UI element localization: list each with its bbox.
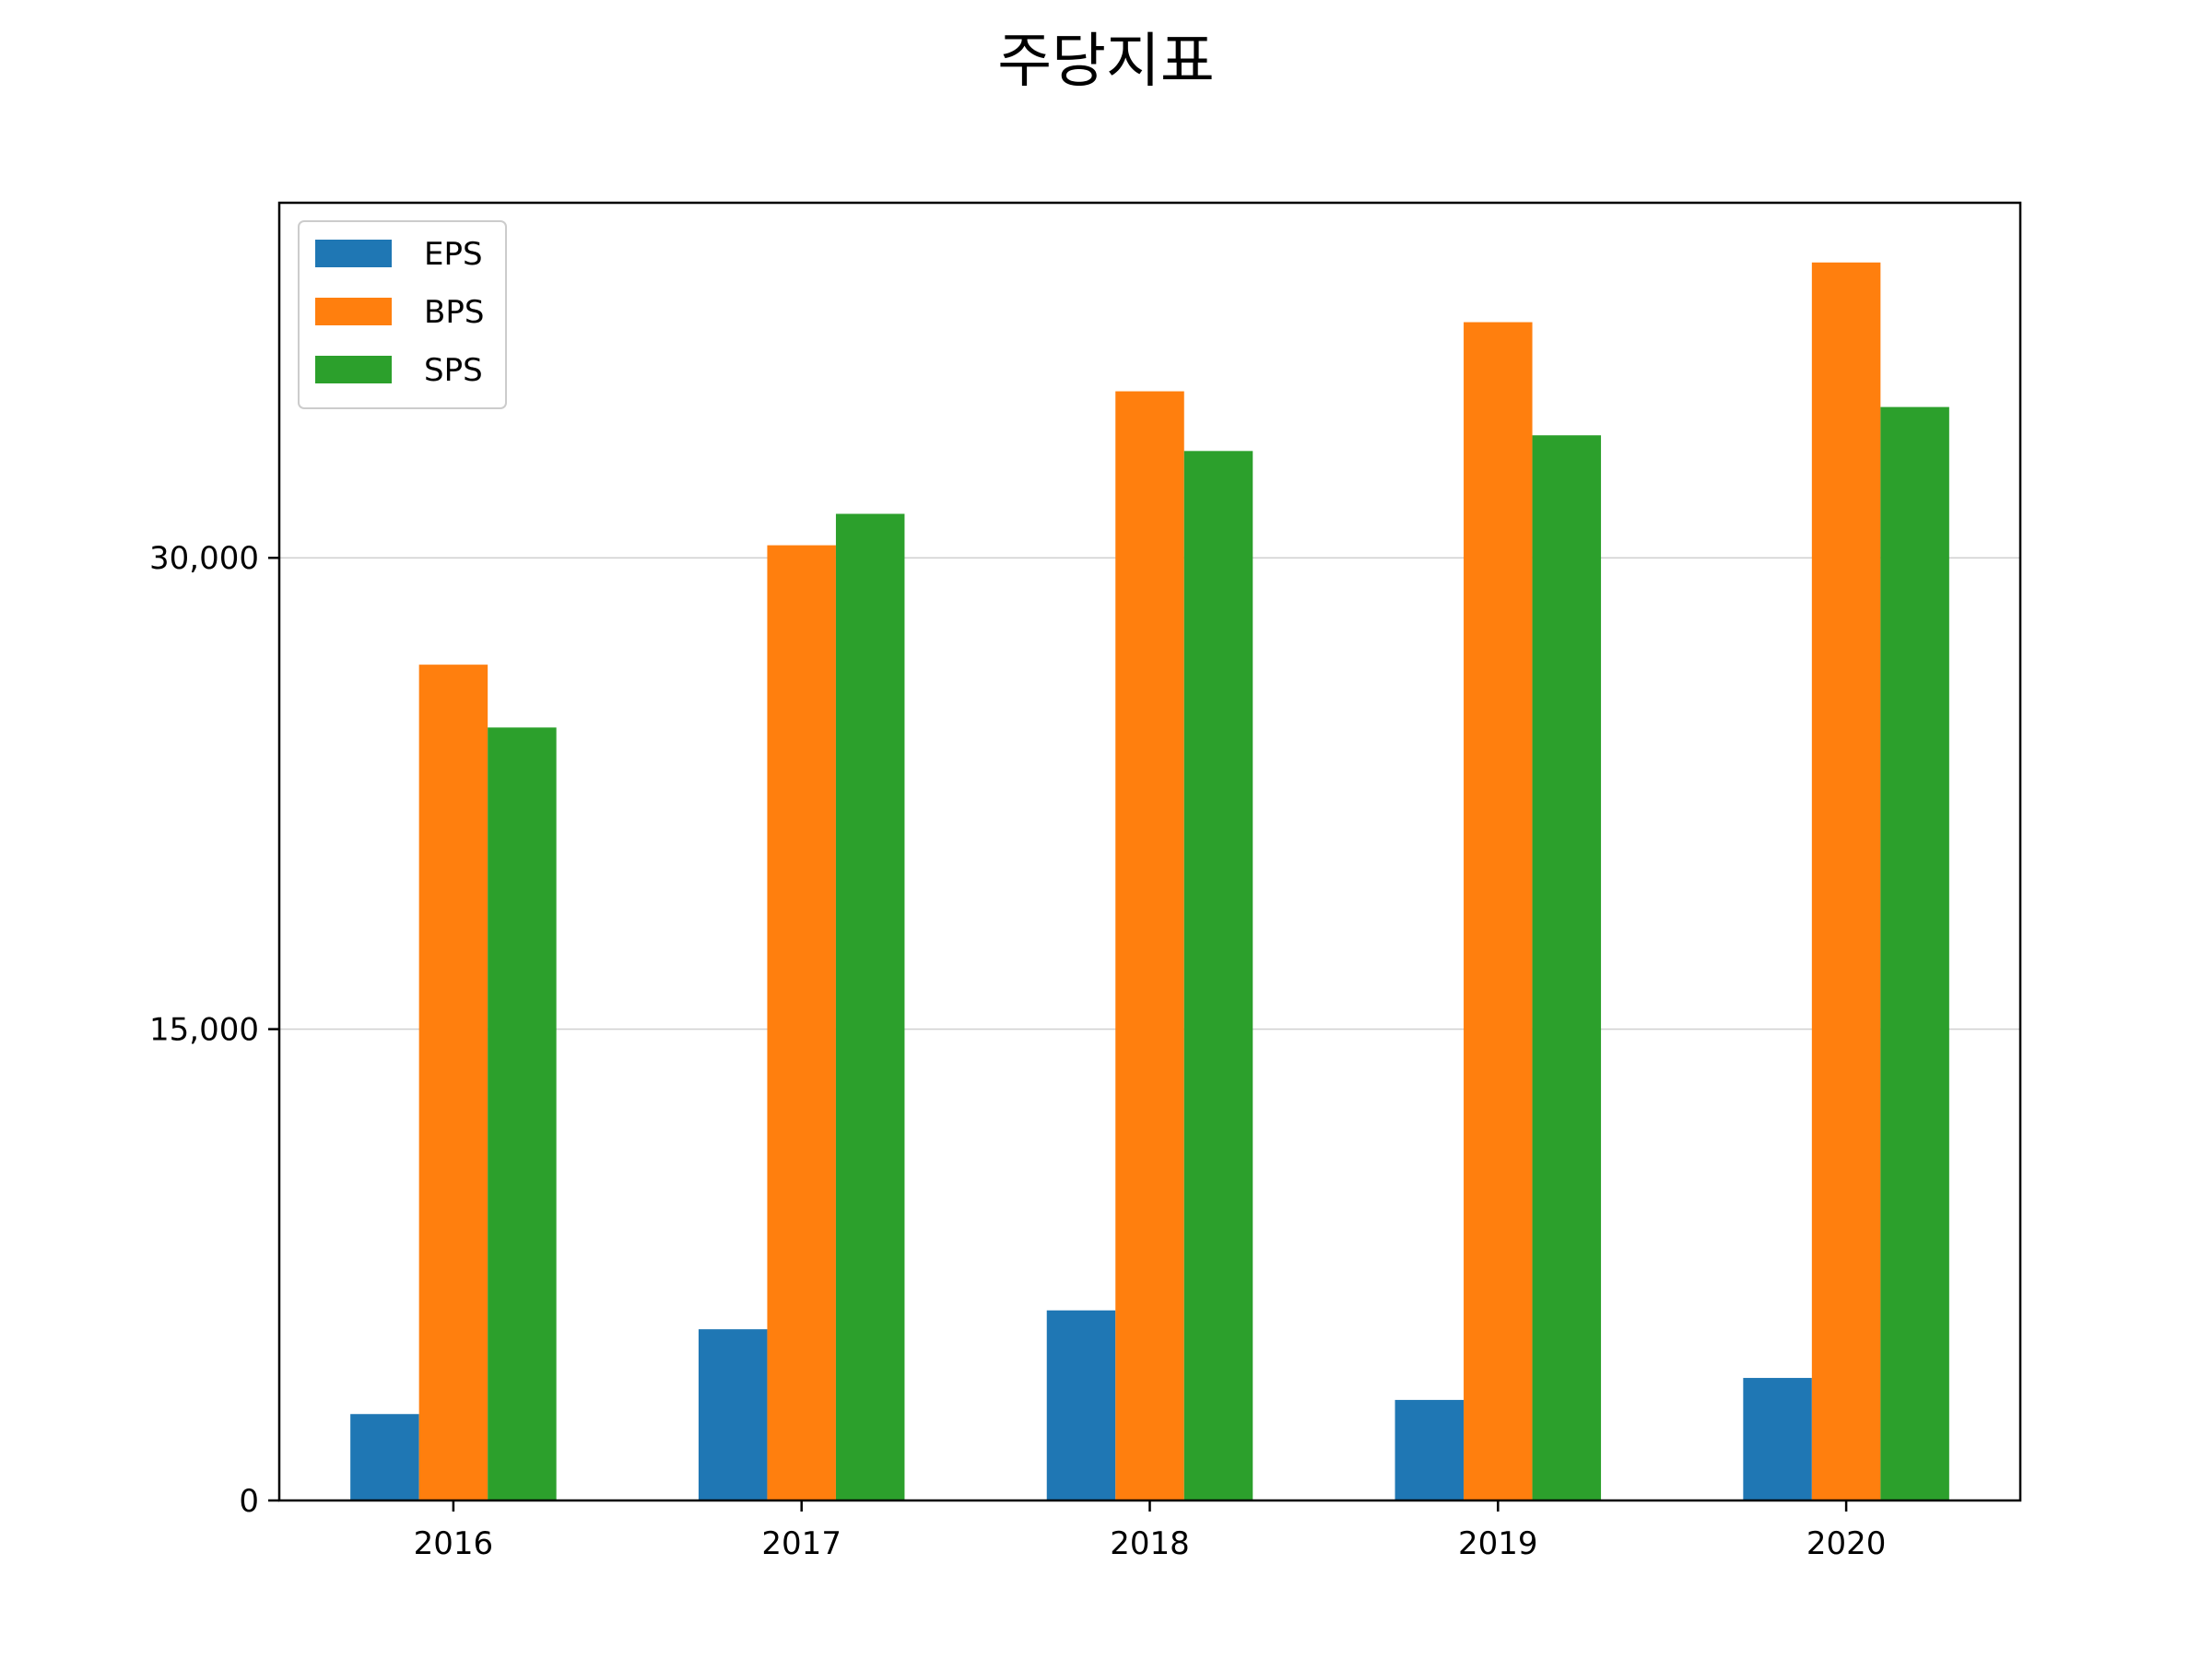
bar-bps-2020 [1811,262,1881,1501]
bar-sps-2016 [488,727,557,1500]
legend-label-bps: BPS [424,294,484,331]
bar-eps-2016 [350,1414,419,1500]
legend-swatch-sps [315,356,392,383]
y-tick-label: 0 [239,1483,259,1520]
bar-bps-2017 [767,545,836,1500]
x-axis: 2016 2017 2018 2019 2020 [414,1500,1887,1562]
bar-bps-2019 [1464,322,1533,1501]
chart-title: 주당지표 [997,28,1215,96]
legend-swatch-bps [315,298,392,325]
y-axis: 0 15,000 30,000 [149,540,279,1520]
x-tick-label: 2017 [761,1525,841,1562]
x-tick-label: 2018 [1110,1525,1190,1562]
legend-label-sps: SPS [424,352,483,389]
bar-eps-2017 [698,1329,768,1500]
y-tick-label: 15,000 [149,1012,259,1049]
bar-sps-2017 [835,513,905,1500]
x-tick-label: 2020 [1806,1525,1887,1562]
bar-eps-2020 [1743,1378,1812,1500]
bars [350,262,1949,1501]
bar-sps-2018 [1183,451,1253,1500]
bar-sps-2019 [1532,435,1602,1500]
bar-bps-2018 [1115,391,1184,1501]
legend: EPS BPS SPS [298,220,507,409]
legend-label-eps: EPS [424,236,483,273]
bar-eps-2018 [1046,1310,1116,1500]
y-tick-label: 30,000 [149,540,259,577]
bar-bps-2016 [418,665,488,1500]
bar-sps-2020 [1880,406,1949,1501]
legend-swatch-eps [315,240,392,267]
x-tick-label: 2016 [414,1525,494,1562]
bar-eps-2019 [1394,1399,1465,1500]
x-tick-label: 2019 [1458,1525,1538,1562]
